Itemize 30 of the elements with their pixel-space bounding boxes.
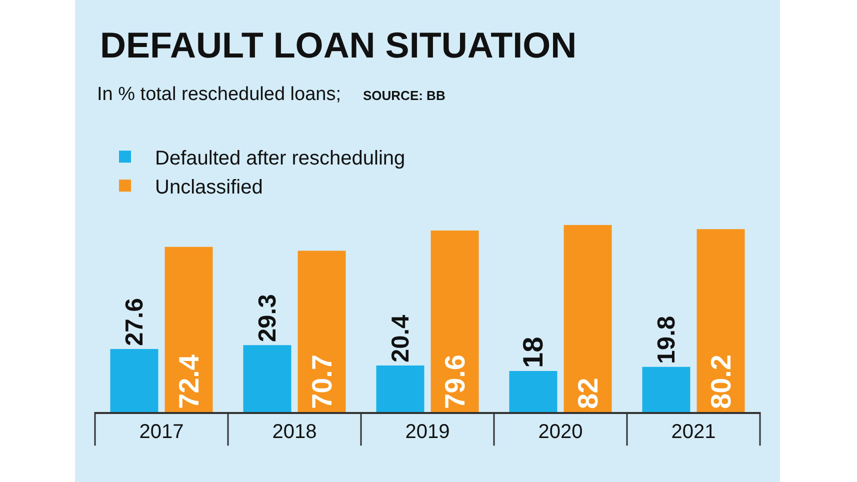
data-label: 20.4 bbox=[388, 314, 415, 362]
x-tick-label: 2017 bbox=[139, 421, 184, 443]
chart-subtitle: In % total rescheduled loans; bbox=[97, 84, 341, 105]
data-label: 82 bbox=[572, 378, 604, 409]
data-label: 29.3 bbox=[254, 294, 282, 342]
bar bbox=[164, 246, 213, 412]
data-label: 80.2 bbox=[705, 354, 736, 409]
x-tick-label: 2019 bbox=[405, 421, 450, 443]
bar bbox=[564, 225, 612, 412]
legend-label: Unclassified bbox=[155, 176, 263, 198]
x-tick-label: 2021 bbox=[671, 421, 716, 443]
bar bbox=[298, 250, 346, 412]
chart-title: DEFAULT LOAN SITUATION bbox=[100, 24, 577, 66]
bar bbox=[376, 365, 424, 412]
data-label: 18 bbox=[518, 336, 549, 368]
bar bbox=[430, 230, 479, 412]
legend-label: Defaulted after rescheduling bbox=[155, 147, 406, 170]
data-label: 79.6 bbox=[439, 354, 470, 409]
bar bbox=[243, 345, 292, 412]
data-label: 70.7 bbox=[306, 354, 338, 409]
data-label: 19.8 bbox=[654, 316, 681, 364]
x-tick-label: 2020 bbox=[538, 421, 583, 443]
x-tick-label: 2018 bbox=[272, 421, 317, 443]
bar bbox=[696, 229, 745, 412]
source-note: SOURCE: BB bbox=[363, 88, 446, 103]
data-label: 27.6 bbox=[122, 298, 149, 346]
bar bbox=[642, 366, 690, 412]
bar bbox=[509, 370, 558, 412]
data-label: 72.4 bbox=[173, 354, 204, 409]
bar bbox=[110, 349, 158, 412]
